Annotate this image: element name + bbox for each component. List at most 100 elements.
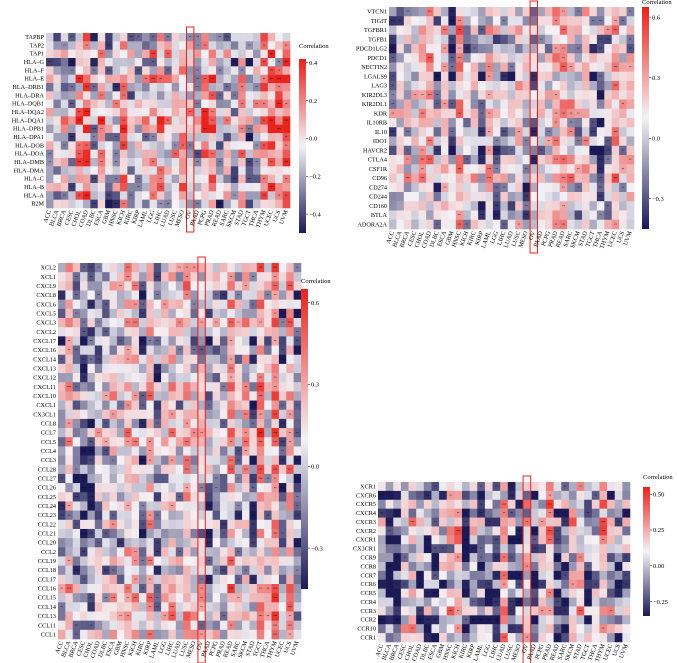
heatmap-cell: [212, 336, 221, 346]
significance-mark: **: [541, 521, 544, 524]
heatmap-cell: [530, 579, 539, 589]
significance-mark: **: [421, 168, 424, 171]
heatmap-cell: [492, 615, 501, 625]
heatmap-cell: [522, 90, 531, 100]
heatmap-cell: [500, 25, 509, 36]
significance-mark: ***: [126, 322, 131, 325]
heatmap-cell: [271, 263, 280, 273]
heatmap-cell: [179, 108, 187, 117]
heatmap-cell: [94, 437, 103, 447]
heatmap-cell: [389, 62, 397, 73]
heatmap-cell: [271, 281, 280, 291]
significance-mark: ***: [111, 597, 116, 600]
heatmap-cell: [530, 499, 539, 509]
panel-mhc-genes: TAPBP *** *** ** ** ** ** ** ** ***TAP2 ** ** *** ** *…: [12, 26, 329, 233]
heatmap-cell: [626, 127, 635, 137]
heatmap-cell: [168, 409, 177, 420]
heatmap-cell: [582, 192, 590, 202]
heatmap-cell: [58, 483, 66, 493]
heatmap-cell: [119, 108, 128, 117]
heatmap-cell: [385, 562, 394, 572]
heatmap-cell: [574, 53, 583, 63]
heatmap-cell: [102, 464, 110, 475]
heatmap-cell: [440, 25, 449, 36]
significance-mark: **: [465, 619, 468, 622]
heatmap-cell: [507, 201, 516, 211]
significance-mark: **: [237, 459, 240, 462]
colorbar-title: Correlation: [643, 474, 673, 481]
heatmap-cell: [278, 308, 287, 319]
heatmap-cell: [433, 25, 442, 36]
heatmap-cell: [124, 373, 132, 383]
significance-mark: **: [267, 294, 270, 297]
significance-mark: **: [215, 322, 218, 325]
heatmap-cell: [205, 611, 213, 621]
heatmap-cell: [102, 483, 110, 493]
heatmap-cell: [146, 290, 155, 300]
significance-mark: **: [237, 551, 240, 554]
heatmap-cell: [446, 624, 455, 634]
heatmap-cell: [65, 620, 74, 631]
heatmap-cell: [574, 219, 583, 230]
heatmap-cell: [574, 155, 583, 165]
heatmap-cell: [607, 597, 616, 607]
significance-mark: ***: [532, 75, 537, 78]
row-label: CCL7: [41, 430, 56, 437]
significance-mark: **: [426, 548, 429, 551]
heatmap-cell: [139, 299, 147, 310]
heatmap-cell: [223, 108, 232, 117]
significance-mark: ***: [148, 597, 153, 600]
heatmap-cell: [478, 201, 486, 211]
heatmap-cell: [134, 83, 143, 92]
heatmap-cell: [72, 299, 81, 310]
heatmap-cell: [80, 620, 88, 631]
row-label: KDR: [374, 110, 388, 117]
heatmap-cell: [53, 116, 62, 125]
heatmap-cell: [208, 83, 217, 92]
significance-mark: ***: [606, 149, 611, 152]
heatmap-cell: [596, 81, 605, 91]
heatmap-cell: [596, 34, 605, 45]
heatmap-cell: [249, 583, 258, 594]
heatmap-cell: [171, 99, 180, 109]
significance-mark: ***: [114, 203, 119, 206]
heatmap-cell: [574, 81, 583, 91]
heatmap-cell: [134, 116, 143, 125]
heatmap-cell: [411, 16, 419, 26]
heatmap-cell: [242, 327, 250, 337]
significance-mark: **: [75, 313, 78, 316]
heatmap-cell: [492, 53, 501, 63]
heatmap-cell: [256, 455, 265, 466]
heatmap-cell: [271, 409, 280, 420]
heatmap-cell: [197, 318, 206, 328]
heatmap-cell: [109, 565, 118, 576]
heatmap-cell: [393, 570, 402, 581]
row-label: CXCL14: [33, 356, 56, 363]
heatmap-cell: [205, 483, 213, 493]
heatmap-cell: [220, 519, 228, 530]
heatmap-cell: [197, 501, 206, 511]
heatmap-cell: [223, 141, 232, 150]
heatmap-cell: [212, 290, 221, 300]
row-label: KIR2DL1: [362, 101, 387, 108]
heatmap-cell: [611, 145, 620, 156]
significance-mark: **: [137, 178, 140, 181]
heatmap-cell: [582, 25, 590, 36]
significance-mark: **: [274, 478, 277, 481]
heatmap-cell: [80, 583, 88, 594]
heatmap-cell: [234, 629, 243, 640]
heatmap-cell: [260, 174, 269, 184]
heatmap-cell: [470, 182, 479, 193]
heatmap-cell: [448, 81, 457, 91]
heatmap-cell: [112, 124, 121, 134]
heatmap-cell: [282, 141, 291, 150]
significance-mark: ***: [247, 178, 252, 181]
heatmap-cell: [183, 418, 191, 429]
significance-mark: **: [196, 45, 199, 48]
heatmap-cell: [249, 483, 258, 493]
heatmap-cell: [146, 483, 155, 493]
heatmap-cell: [216, 83, 224, 92]
heatmap-cell: [119, 41, 128, 50]
significance-mark: **: [105, 450, 108, 453]
heatmap-cell: [53, 141, 62, 150]
